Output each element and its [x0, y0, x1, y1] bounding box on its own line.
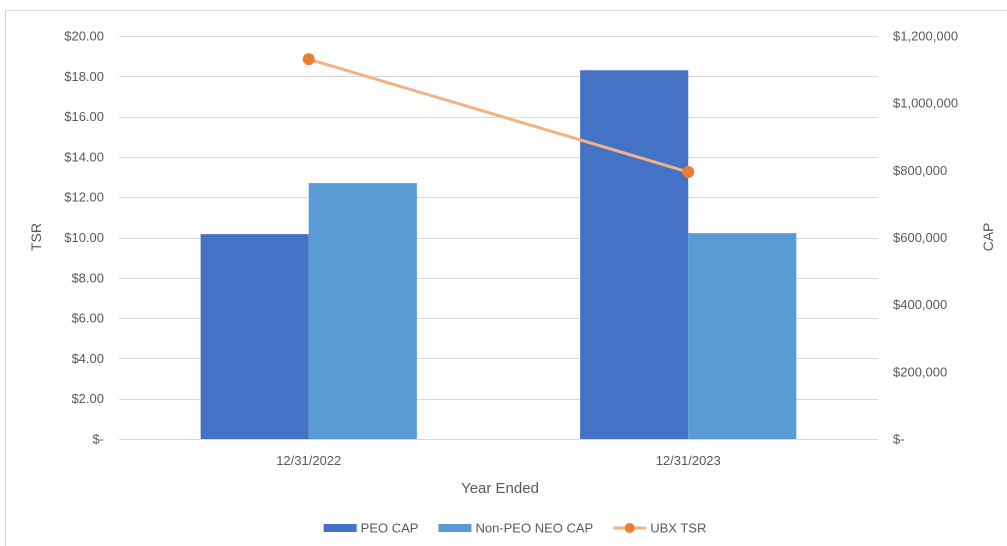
legend: PEO CAP Non-PEO NEO CAP UBX TSR — [323, 521, 706, 536]
x-tick-label: 12/31/2023 — [656, 453, 721, 468]
y-tick-label: $2.00 — [71, 391, 104, 406]
y-tick-label: $20.00 — [64, 29, 104, 44]
legend-key-ubx-tsr — [613, 523, 647, 533]
legend-key-marker — [624, 523, 635, 533]
y2-tick-label: $1,200,000 — [893, 29, 958, 44]
non-peo-neo-cap-bar-12-31-2022 — [308, 183, 417, 439]
legend-key-peo-cap — [323, 524, 357, 532]
y2-axis-title: CAP — [980, 223, 996, 252]
legend-label-peo-cap: PEO CAP — [361, 521, 419, 536]
y-tick-label: $6.00 — [71, 311, 104, 326]
ubx-tsr-line — [307, 57, 690, 174]
y-tick-label: $8.00 — [71, 270, 104, 285]
y-tick-label: $14.00 — [64, 149, 104, 164]
legend-item-non-peo-neo-cap: Non-PEO NEO CAP — [438, 521, 593, 536]
y2-tick-label: $- — [893, 432, 905, 447]
legend-key-non-peo-neo-cap — [438, 524, 472, 532]
legend-label-ubx-tsr: UBX TSR — [650, 521, 706, 536]
y2-axis: $- $200,000 $400,000 $600,000 $800,000 $1,000… — [893, 29, 958, 447]
y-tick-label: $- — [92, 432, 104, 447]
ubx-tsr-marker-12-31-2023 — [682, 166, 695, 179]
y2-tick-label: $200,000 — [893, 364, 947, 379]
y-tick-label: $4.00 — [71, 351, 104, 366]
y-tick-label: $10.00 — [64, 230, 104, 245]
x-axis-title: Year Ended — [461, 480, 539, 497]
peo-cap-bar-12-31-2023 — [580, 70, 689, 439]
legend-item-ubx-tsr: UBX TSR — [613, 521, 706, 536]
plot-area: $- $2.00 $4.00 $6.00 $8.00 $10.00 $12.00 $14.00… — [64, 29, 958, 469]
legend-label-non-peo-neo-cap: Non-PEO NEO CAP — [475, 521, 593, 536]
legend-item-peo-cap: PEO CAP — [323, 521, 419, 536]
chart-border — [5, 10, 1007, 546]
y2-tick-label: $800,000 — [893, 163, 947, 178]
y2-tick-label: $600,000 — [893, 230, 947, 245]
y2-tick-label: $400,000 — [893, 297, 947, 312]
y-axis-title: TSR — [28, 223, 44, 251]
y2-tick-label: $1,000,000 — [893, 96, 958, 111]
y-tick-label: $12.00 — [64, 190, 104, 205]
y-tick-label: $18.00 — [64, 69, 104, 84]
x-tick-label: 12/31/2022 — [276, 453, 341, 468]
y-tick-label: $16.00 — [64, 109, 104, 124]
ubx-tsr-series — [302, 53, 695, 179]
non-peo-neo-cap-bar-12-31-2023 — [688, 233, 797, 439]
peo-cap-bar-12-31-2022 — [200, 234, 309, 439]
y-axis: $- $2.00 $4.00 $6.00 $8.00 $10.00 $12.00 $14.00… — [64, 29, 104, 447]
x-axis: 12/31/2022 12/31/2023 — [276, 453, 721, 468]
bars — [200, 70, 797, 439]
ubx-tsr-marker-12-31-2022 — [302, 53, 315, 66]
